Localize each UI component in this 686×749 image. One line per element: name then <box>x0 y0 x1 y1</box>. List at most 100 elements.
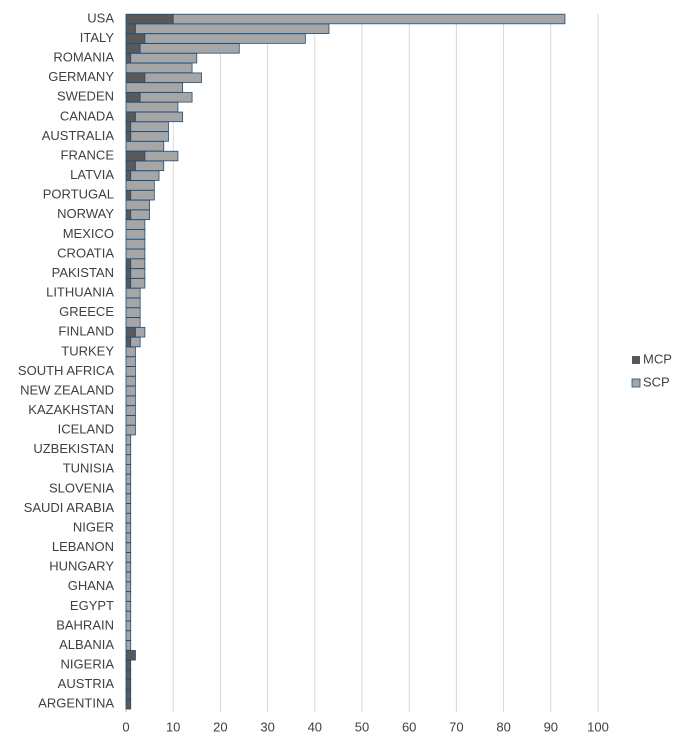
y-tick-label: ROMANIA <box>53 50 114 65</box>
bar <box>130 52 198 64</box>
y-tick-label: FRANCE <box>61 147 115 162</box>
bar <box>125 101 179 113</box>
bar <box>125 699 132 710</box>
legend-label: SCP <box>643 374 670 389</box>
bar <box>125 473 132 485</box>
bar <box>125 346 136 358</box>
x-tick-label: 0 <box>122 719 129 734</box>
bar <box>125 601 132 612</box>
bar <box>125 532 132 543</box>
bar <box>135 111 184 123</box>
y-tick-label: CROATIA <box>57 245 114 260</box>
x-tick-label: 10 <box>166 719 180 734</box>
legend-label: MCP <box>643 351 672 366</box>
y-tick-label: GREECE <box>59 304 114 319</box>
y-tick-label: NIGER <box>73 519 114 534</box>
bar <box>125 52 132 64</box>
y-tick-label: NORWAY <box>57 206 114 221</box>
bar <box>125 620 132 632</box>
y-tick-label: CANADA <box>60 108 115 123</box>
bar <box>125 522 132 534</box>
bar <box>125 503 132 514</box>
bar <box>125 317 141 328</box>
bar <box>125 258 132 269</box>
y-tick-label: ALBANIA <box>59 637 114 652</box>
bar <box>125 493 132 504</box>
bar <box>125 395 136 406</box>
x-tick-label: 80 <box>496 719 510 734</box>
legend-swatch <box>631 378 641 388</box>
bar <box>144 33 306 44</box>
y-tick-label: TUNISIA <box>63 461 115 476</box>
bar <box>125 483 132 495</box>
y-tick-label: ARGENTINA <box>38 696 114 711</box>
bar <box>125 199 151 211</box>
bar <box>125 385 136 397</box>
bar <box>125 679 132 690</box>
bar <box>125 444 132 455</box>
y-tick-label: HUNGARY <box>49 559 114 574</box>
bar <box>125 180 155 191</box>
bar <box>135 327 146 338</box>
legend-swatch <box>632 356 640 364</box>
y-tick-label: GHANA <box>68 578 115 593</box>
bar <box>125 571 132 583</box>
bar <box>130 170 160 181</box>
y-tick-label: TURKEY <box>61 343 114 358</box>
bar <box>125 131 132 142</box>
bar <box>125 160 136 172</box>
x-tick-label: 30 <box>260 719 274 734</box>
bar <box>125 150 146 162</box>
bar <box>125 356 136 367</box>
bar <box>125 82 184 93</box>
bar <box>125 287 141 299</box>
bar <box>130 190 155 201</box>
bar <box>144 150 179 162</box>
bar <box>125 561 132 573</box>
y-tick-label: UZBEKISTAN <box>33 441 114 456</box>
bar <box>125 659 132 671</box>
bar <box>125 366 136 377</box>
bar <box>172 13 566 25</box>
bar <box>130 336 141 348</box>
bar <box>125 669 132 681</box>
bar <box>125 424 136 436</box>
y-tick-label: ITALY <box>80 30 115 45</box>
bar <box>135 23 330 34</box>
bar <box>130 258 146 269</box>
x-tick-label: 100 <box>587 719 609 734</box>
bar <box>125 209 132 220</box>
bar <box>125 689 132 700</box>
bar <box>125 43 141 54</box>
y-tick-label: SOUTH AFRICA <box>18 363 114 378</box>
y-tick-label: NIGERIA <box>61 656 115 671</box>
bar <box>125 23 136 34</box>
y-tick-label: LITHUANIA <box>46 285 114 300</box>
bar <box>125 141 165 152</box>
y-tick-label: PORTUGAL <box>43 187 114 202</box>
bar <box>125 62 193 74</box>
bar <box>125 297 141 309</box>
bar <box>125 513 132 524</box>
bar <box>125 336 132 348</box>
y-tick-label: AUSTRIA <box>58 676 115 691</box>
y-tick-label: LATVIA <box>70 167 114 182</box>
bar <box>125 92 141 103</box>
bar <box>130 268 146 279</box>
y-tick-label: GERMANY <box>48 69 114 84</box>
bar <box>135 160 165 172</box>
x-tick-label: 70 <box>449 719 463 734</box>
bar <box>130 278 146 289</box>
bar <box>125 229 146 240</box>
bar <box>125 248 146 260</box>
y-tick-label: KAZAKHSTAN <box>28 402 114 417</box>
x-tick-label: 90 <box>544 719 558 734</box>
bar <box>125 278 132 289</box>
y-tick-label: SAUDI ARABIA <box>24 500 115 515</box>
x-tick-label: 40 <box>308 719 322 734</box>
bar <box>125 238 146 250</box>
bar <box>125 552 132 563</box>
y-tick-label: BAHRAIN <box>56 617 114 632</box>
bar <box>125 610 132 622</box>
